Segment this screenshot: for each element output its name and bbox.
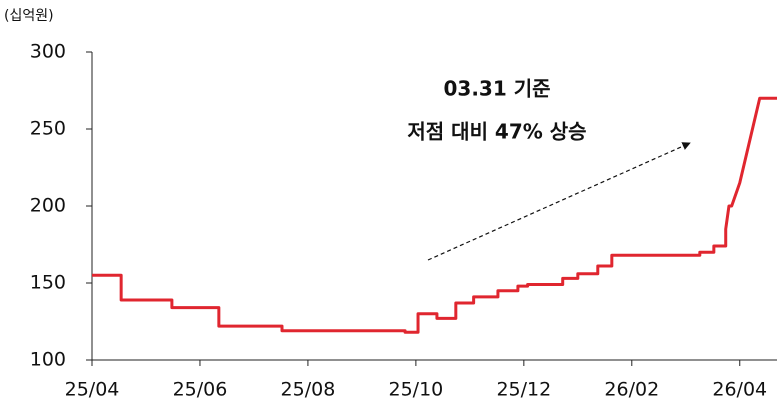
x-tick-label: 25/08 (281, 379, 336, 401)
x-tick-label: 25/06 (173, 379, 228, 401)
x-tick-label: 26/04 (712, 379, 767, 401)
annotation: 03.31 기준 (443, 77, 550, 101)
x-tick-label: 25/10 (388, 379, 443, 401)
y-tick-label: 300 (30, 41, 66, 63)
unit-label: (십억원) (4, 8, 54, 24)
x-tick-label: 26/02 (604, 379, 659, 401)
x-tick-label: 25/04 (65, 379, 120, 401)
data-line (92, 96, 777, 334)
y-tick-label: 200 (30, 195, 66, 217)
x-tick-label: 25/12 (496, 379, 551, 401)
arrow (427, 142, 691, 261)
y-tick-label: 150 (30, 272, 66, 294)
annotation: 저점 대비 47% 상승 (407, 120, 586, 144)
y-tick-label: 250 (30, 118, 66, 140)
y-tick-label: 100 (30, 349, 66, 371)
